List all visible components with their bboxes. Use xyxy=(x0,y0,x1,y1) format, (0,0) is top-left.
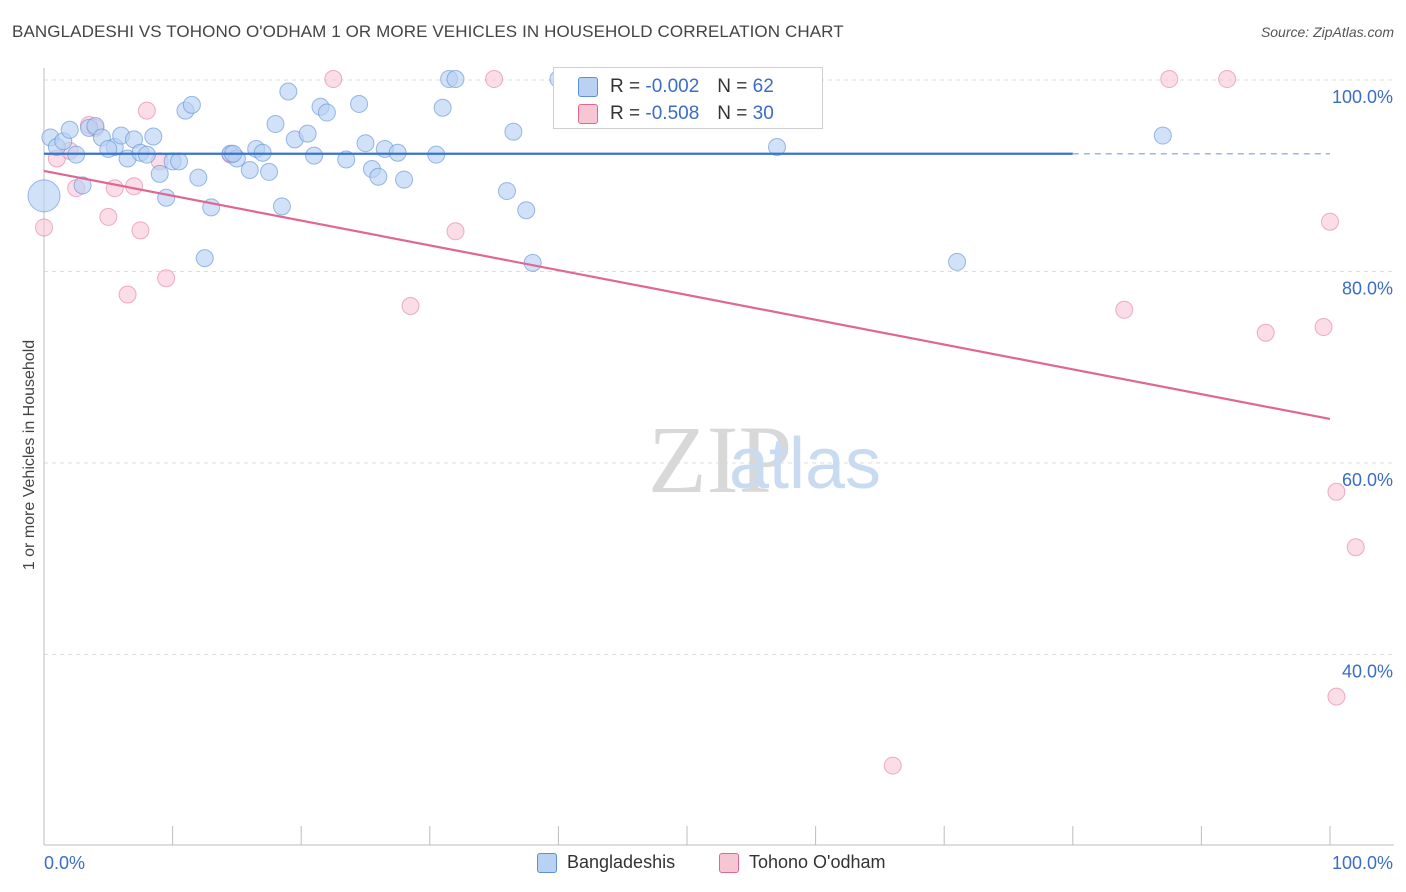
y-tick-label: 40.0% xyxy=(1342,662,1393,682)
data-point-bangladeshi xyxy=(337,150,356,169)
data-point-bangladeshi xyxy=(298,124,317,143)
data-point-tohono xyxy=(1314,318,1333,337)
data-point-bangladeshi xyxy=(517,201,536,220)
trend-lines xyxy=(43,152,1331,421)
legend-swatch-pink xyxy=(719,852,739,873)
legend-label-bangladeshis: Bangladeshis xyxy=(567,852,676,872)
data-point-tohono xyxy=(131,221,150,240)
data-point-tohono xyxy=(137,101,156,120)
n-value: 62 xyxy=(752,76,774,97)
data-point-tohono xyxy=(1321,212,1339,231)
data-point-tohono xyxy=(1327,687,1346,706)
watermark-zip: ZIP xyxy=(648,406,792,513)
data-point-bangladeshi xyxy=(317,103,336,122)
data-point-tohono xyxy=(157,269,176,288)
data-point-tohono xyxy=(1327,482,1346,501)
data-point-bangladeshi xyxy=(768,138,787,157)
data-point-tohono xyxy=(883,756,902,775)
data-point-bangladeshi xyxy=(350,94,369,113)
legend-item-tohono[interactable]: Tohono O'odham xyxy=(719,852,886,873)
stats-row-tohono: R = -0.508 N = 30 xyxy=(578,103,774,125)
data-point-tohono xyxy=(118,285,137,304)
data-point-tohono xyxy=(1115,300,1134,319)
legend-item-bangladeshis[interactable]: Bangladeshis xyxy=(537,852,675,873)
data-point-tohono xyxy=(1218,70,1237,89)
data-point-bangladeshi xyxy=(305,146,324,165)
data-point-bangladeshi xyxy=(272,197,291,216)
r-label: R = xyxy=(610,103,641,124)
n-label: N = xyxy=(717,76,748,97)
y-tick-label: 100.0% xyxy=(1332,87,1393,107)
data-point-bangladeshi xyxy=(395,170,414,189)
data-point-bangladeshi xyxy=(266,115,285,134)
stats-row-bangladeshi: R = -0.002 N = 62 xyxy=(578,76,774,98)
legend-swatch-blue xyxy=(578,77,598,97)
data-point-tohono xyxy=(35,218,53,237)
x-tick-label: 100.0% xyxy=(1332,853,1393,873)
data-point-tohono xyxy=(1160,70,1179,89)
y-tick-label: 80.0% xyxy=(1342,279,1393,299)
data-point-bangladeshi xyxy=(157,188,176,207)
data-point-bangladeshi xyxy=(504,122,523,141)
data-point-bangladeshi xyxy=(240,161,259,180)
chart-title: BANGLADESHI VS TOHONO O'ODHAM 1 OR MORE … xyxy=(12,22,844,41)
x-tick-label: 0.0% xyxy=(44,853,85,873)
data-point-bangladeshi xyxy=(170,152,189,171)
data-point-tohono xyxy=(485,70,504,89)
data-point-bangladeshi xyxy=(150,164,169,183)
legend-swatch-blue xyxy=(537,852,557,873)
data-point-bangladeshi xyxy=(279,82,298,101)
data-point-tohono xyxy=(401,296,420,315)
data-point-bangladeshi xyxy=(260,162,279,181)
data-point-bangladeshi xyxy=(195,249,214,268)
n-label: N = xyxy=(717,103,748,124)
data-point-bangladeshi xyxy=(60,120,79,139)
data-point-bangladeshi xyxy=(446,70,465,89)
tick-labels: 100.0% 80.0% 60.0% 40.0% 0.0% 100.0% xyxy=(44,87,1393,873)
y-tick-label: 60.0% xyxy=(1342,470,1393,490)
data-point-bangladeshi xyxy=(73,176,92,195)
data-point-tohono xyxy=(105,179,124,198)
data-point-bangladeshi xyxy=(356,134,375,153)
data-point-bangladeshi xyxy=(497,182,516,201)
data-point-bangladeshi xyxy=(948,252,967,271)
data-point-tohono xyxy=(1346,538,1365,557)
r-label: R = xyxy=(610,76,641,97)
watermark-atlas: atlas xyxy=(729,424,881,504)
data-point-tohono xyxy=(324,70,343,89)
bottom-legend: Bangladeshis Tohono O'odham xyxy=(0,852,1406,878)
data-point-tohono xyxy=(446,222,465,241)
r-value: -0.002 xyxy=(645,76,700,97)
data-point-bangladeshi xyxy=(144,127,163,146)
stats-legend: R = -0.002 N = 62 R = -0.508 N = 30 xyxy=(553,67,823,129)
data-point-bangladeshi xyxy=(369,167,388,186)
data-point-bangladeshi xyxy=(523,253,542,272)
data-point-tohono xyxy=(99,207,118,226)
data-point-bangladeshi xyxy=(182,95,201,114)
data-point-bangladeshi xyxy=(1153,126,1172,145)
legend-label-tohono: Tohono O'odham xyxy=(749,852,886,872)
legend-swatch-pink xyxy=(578,104,598,124)
n-value: 30 xyxy=(752,103,774,124)
r-value: -0.508 xyxy=(645,103,700,124)
data-point-bangladeshi xyxy=(189,168,208,187)
data-point-bangladeshi xyxy=(433,98,452,117)
data-point-bangladeshi xyxy=(99,139,118,158)
data-point-bangladeshi xyxy=(27,179,61,213)
data-point-tohono xyxy=(1256,323,1275,342)
series-bangladeshi-points xyxy=(27,70,1172,272)
source-credit: Source: ZipAtlas.com xyxy=(1260,24,1394,40)
trend-line-tohono xyxy=(43,169,1331,421)
